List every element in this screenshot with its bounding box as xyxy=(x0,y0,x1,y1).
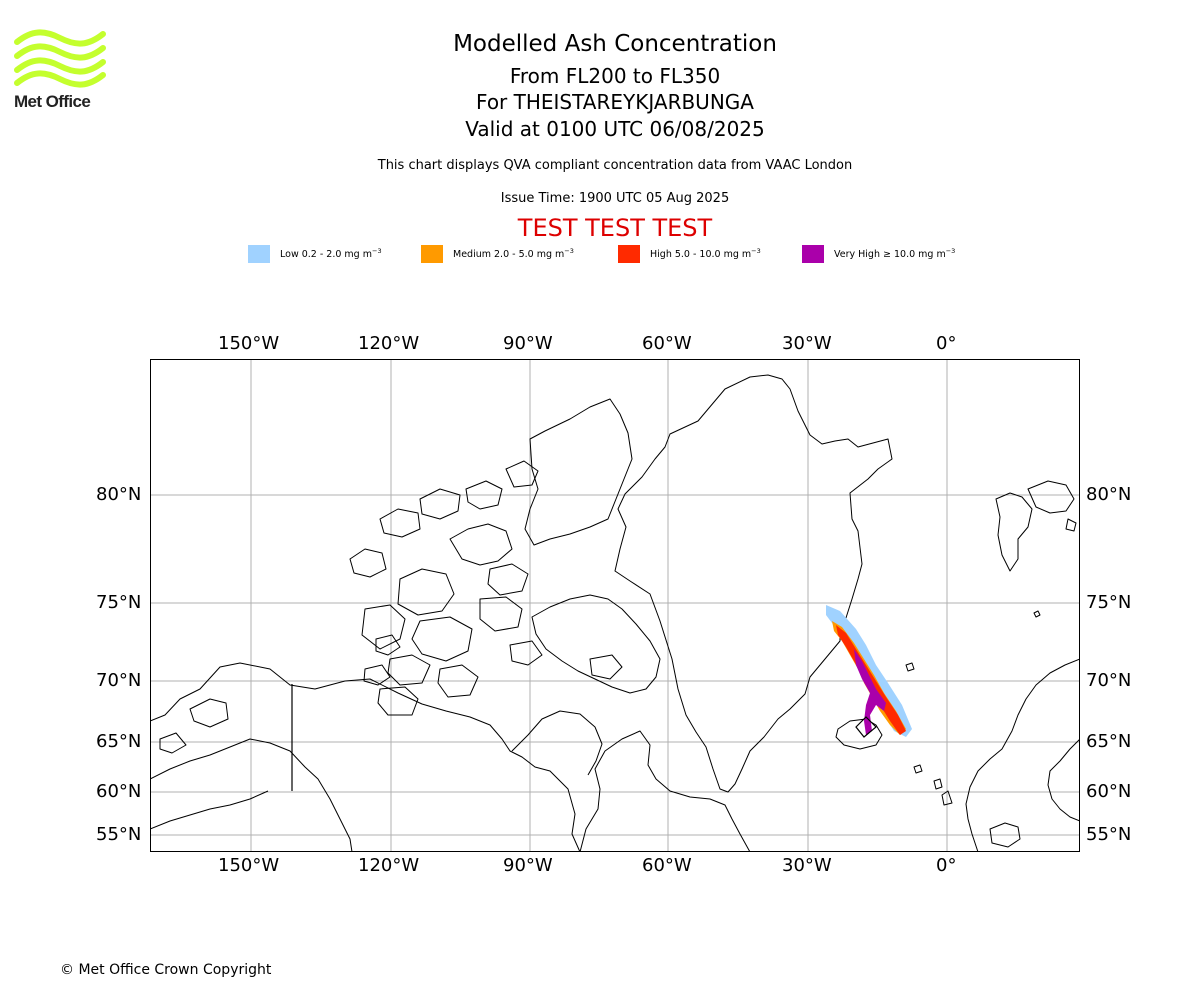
legend-swatch-medium xyxy=(421,245,443,263)
lon-label-bottom-0: 0° xyxy=(936,855,957,876)
lat-label-right-70n: 70°N xyxy=(1086,670,1132,691)
lat-label-right-55n: 55°N xyxy=(1086,824,1132,845)
lon-label-top-120w: 120°W xyxy=(358,333,420,354)
ash-plume xyxy=(826,605,912,738)
lon-label-top-60w: 60°W xyxy=(642,333,692,354)
north-america-coast xyxy=(150,662,581,852)
greenland-coast xyxy=(614,374,893,793)
alaska-coast xyxy=(150,738,353,852)
lat-label-right-75n: 75°N xyxy=(1086,592,1132,613)
legend-item-high: High 5.0 - 10.0 mg m−3 xyxy=(618,244,761,264)
chart-subtitle: This chart displays QVA compliant concen… xyxy=(377,158,853,173)
valid-time: Valid at 0100 UTC 06/08/2025 xyxy=(465,117,765,141)
lat-label-left-65n: 65°N xyxy=(96,731,142,752)
legend-swatch-very-high xyxy=(802,245,824,263)
lat-label-right-80n: 80°N xyxy=(1086,484,1132,505)
issue-time: Issue Time: 1900 UTC 05 Aug 2025 xyxy=(500,191,730,206)
lat-label-left-75n: 75°N xyxy=(96,592,142,613)
lat-label-right-60n: 60°N xyxy=(1086,781,1132,802)
lon-label-top-30w: 30°W xyxy=(782,333,832,354)
graticule xyxy=(150,359,1080,852)
volcano-name: For THEISTAREYKJARBUNGA xyxy=(476,90,754,114)
lat-label-right-65n: 65°N xyxy=(1086,731,1132,752)
lon-label-bottom-150w: 150°W xyxy=(218,855,280,876)
lat-label-left-55n: 55°N xyxy=(96,824,142,845)
met-office-waves-icon xyxy=(14,29,106,88)
met-office-logo-text: Met Office xyxy=(14,92,91,111)
met-office-logo: Met Office xyxy=(14,28,114,113)
legend-label-medium: Medium 2.0 - 5.0 mg m xyxy=(453,249,565,261)
legend-item-low: Low 0.2 - 2.0 mg m−3 xyxy=(248,244,382,264)
lon-label-bottom-90w: 90°W xyxy=(503,855,553,876)
flight-levels: From FL200 to FL350 xyxy=(509,64,721,88)
lon-label-bottom-120w: 120°W xyxy=(358,855,420,876)
ellesmere-coast xyxy=(524,398,633,546)
legend-item-medium: Medium 2.0 - 5.0 mg m−3 xyxy=(421,244,574,264)
lat-label-left-80n: 80°N xyxy=(96,484,142,505)
lon-label-top-0: 0° xyxy=(936,333,957,354)
ash-very-high xyxy=(854,649,886,735)
coastlines xyxy=(150,374,1080,852)
lon-label-top-150w: 150°W xyxy=(218,333,280,354)
legend-label-high: High 5.0 - 10.0 mg m xyxy=(650,249,752,261)
copyright: © Met Office Crown Copyright xyxy=(60,962,272,978)
ash-concentration-map xyxy=(150,359,1080,852)
svalbard-coast xyxy=(995,492,1033,572)
hudson-bay-coast xyxy=(511,710,603,776)
legend-swatch-low xyxy=(248,245,270,263)
lon-label-bottom-30w: 30°W xyxy=(782,855,832,876)
legend-label-very-high: Very High ≥ 10.0 mg m xyxy=(834,249,946,261)
volcano-vent-marker xyxy=(855,716,877,738)
legend-swatch-high xyxy=(618,245,640,263)
baffin-coast xyxy=(531,594,661,694)
lat-label-left-70n: 70°N xyxy=(96,670,142,691)
legend: Low 0.2 - 2.0 mg m−3 Medium 2.0 - 5.0 mg… xyxy=(0,244,1200,264)
legend-label-low: Low 0.2 - 2.0 mg m xyxy=(280,249,372,261)
iceland-coast xyxy=(835,718,883,750)
legend-item-very-high: Very High ≥ 10.0 mg m−3 xyxy=(802,244,955,264)
test-banner: TEST TEST TEST xyxy=(517,214,713,242)
scandinavia-coast xyxy=(965,658,1080,852)
lon-label-top-90w: 90°W xyxy=(503,333,553,354)
map-frame xyxy=(150,359,1080,852)
lat-label-left-60n: 60°N xyxy=(96,781,142,802)
lon-label-bottom-60w: 60°W xyxy=(642,855,692,876)
chart-title: Modelled Ash Concentration xyxy=(453,31,777,57)
